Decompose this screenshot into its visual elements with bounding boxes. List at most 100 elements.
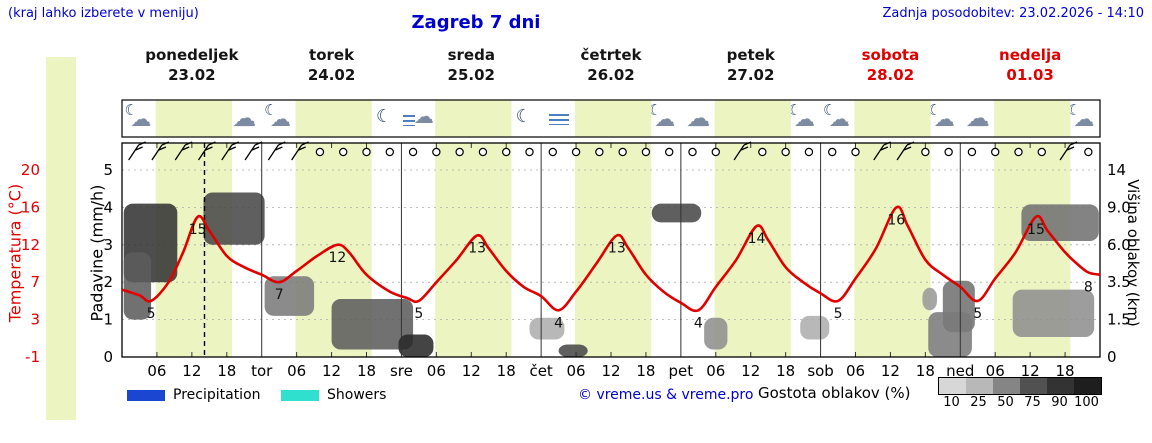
cloud-blob — [704, 317, 728, 350]
calm-wind-icon — [408, 147, 418, 157]
weather-icon-moon-cloud: ☾ ☁ — [786, 101, 820, 135]
day-header-sreda: sreda 25.02 — [401, 45, 541, 85]
wind-barb-icon — [244, 141, 263, 161]
day-date: 27.02 — [726, 66, 775, 84]
temperature-axis-label: Temperatura (°C) — [5, 183, 25, 323]
day-date: 23.02 — [168, 66, 216, 84]
svg-text:čet: čet — [529, 362, 552, 380]
svg-text:5: 5 — [834, 306, 843, 322]
cloud-icon: ☁ — [965, 104, 990, 132]
moon-icon: ☾ — [927, 101, 942, 119]
cloud-icon: ☁ — [654, 107, 676, 131]
svg-text:12: 12 — [741, 362, 760, 380]
calm-wind-icon — [944, 147, 953, 157]
density-scale-number: 100 — [1074, 395, 1099, 410]
svg-text:12: 12 — [601, 362, 620, 380]
calm-wind-icon — [991, 147, 1000, 157]
svg-text:06: 06 — [846, 362, 865, 380]
svg-text:7: 7 — [30, 273, 40, 291]
svg-text:3.5: 3.5 — [1107, 273, 1131, 291]
svg-text:3: 3 — [103, 236, 113, 254]
svg-text:1.5: 1.5 — [1107, 311, 1131, 329]
svg-text:-1: -1 — [25, 348, 40, 366]
cloud-blob — [529, 317, 565, 340]
calm-wind-icon — [641, 147, 651, 157]
weather-icon-cloud: ☁ — [961, 101, 995, 135]
svg-text:18: 18 — [497, 362, 516, 380]
day-name: petek — [726, 46, 775, 64]
cloud-icon: ☁ — [933, 107, 955, 131]
weather-icon-moon-cloud: ☾ ☁ — [122, 101, 156, 135]
svg-text:12: 12 — [21, 236, 40, 254]
precipitation-axis-label: Padavine (mm/h) — [87, 184, 107, 322]
cloud-icon: ☁ — [232, 104, 257, 132]
day-date: 26.02 — [587, 66, 635, 84]
cloud-blob — [398, 334, 434, 357]
svg-text:15: 15 — [189, 222, 207, 238]
svg-text:sre: sre — [390, 362, 413, 380]
moon-icon: ☾ — [823, 101, 837, 119]
cloud-cover-layer — [123, 192, 1099, 357]
calm-wind-icon — [967, 147, 977, 157]
svg-text:2: 2 — [103, 273, 113, 291]
day-date: 25.02 — [447, 66, 495, 84]
day-date: 28.02 — [866, 66, 915, 84]
calm-wind-icon — [711, 147, 720, 157]
page-title: Zagreb 7 dni — [411, 12, 541, 33]
cloud-density-scale — [938, 377, 1102, 395]
density-cell-50 — [993, 378, 1020, 394]
svg-text:12: 12 — [322, 362, 341, 380]
svg-text:4: 4 — [103, 198, 113, 216]
wind-barb-icon — [1059, 141, 1078, 161]
svg-text:12: 12 — [328, 250, 346, 266]
day-header-četrtek: četrtek 26.02 — [541, 45, 681, 85]
wind-barb-icon — [151, 141, 170, 161]
moon-icon: ☾ — [648, 101, 662, 119]
svg-text:15: 15 — [1027, 222, 1045, 238]
cloud-icon: ☁ — [686, 104, 711, 132]
calm-wind-icon — [478, 147, 488, 157]
calm-wind-icon — [758, 147, 767, 157]
svg-text:20: 20 — [21, 161, 40, 179]
svg-text:06: 06 — [567, 362, 586, 380]
cloud-blob — [264, 276, 315, 316]
svg-text:8: 8 — [1084, 280, 1093, 296]
copyright-link[interactable]: © vreme.us & vreme.pro — [578, 387, 754, 403]
svg-text:16: 16 — [887, 212, 905, 228]
calm-wind-icon — [315, 147, 325, 157]
svg-text:0: 0 — [1107, 348, 1117, 366]
cloud-blob — [651, 203, 702, 223]
moon-icon: ☾ — [1067, 101, 1081, 119]
cloud-icon: ☁ — [794, 107, 816, 131]
weather-icon-moon-cloud: ☾ ☁ — [262, 101, 296, 135]
weather-icon-moon-cloud: ☾ ☁ — [1066, 101, 1100, 135]
day-header-torek: torek 24.02 — [262, 45, 402, 85]
cloud-icon: ☁ — [413, 104, 434, 128]
svg-text:18: 18 — [916, 362, 935, 380]
last-update: Zadnja posodobitev: 23.02.2026 - 14:10 — [882, 6, 1144, 21]
density-cell-75 — [1020, 378, 1047, 394]
svg-text:7: 7 — [275, 287, 284, 303]
day-name: sobota — [861, 46, 920, 64]
calm-wind-icon — [432, 147, 441, 157]
calm-wind-icon — [339, 147, 348, 157]
svg-text:18: 18 — [636, 362, 655, 380]
svg-text:3: 3 — [30, 311, 40, 329]
density-cell-25 — [966, 378, 993, 394]
wind-barb-icon — [197, 141, 216, 161]
weather-icon-cloud: ☁ — [681, 101, 715, 135]
calm-wind-icon — [828, 147, 837, 157]
calm-wind-icon — [618, 147, 627, 157]
svg-text:5: 5 — [973, 306, 982, 322]
moon-icon: ☾ — [515, 106, 532, 127]
wind-barb-icon — [873, 141, 892, 161]
wind-barb-icon — [128, 141, 146, 161]
calm-wind-icon — [1084, 147, 1093, 157]
moon-icon: ☾ — [264, 101, 278, 119]
svg-text:06: 06 — [427, 362, 446, 380]
svg-text:18: 18 — [776, 362, 795, 380]
svg-text:14: 14 — [1107, 161, 1126, 179]
day-header-petek: petek 27.02 — [681, 45, 821, 85]
density-cell-100 — [1074, 378, 1101, 394]
